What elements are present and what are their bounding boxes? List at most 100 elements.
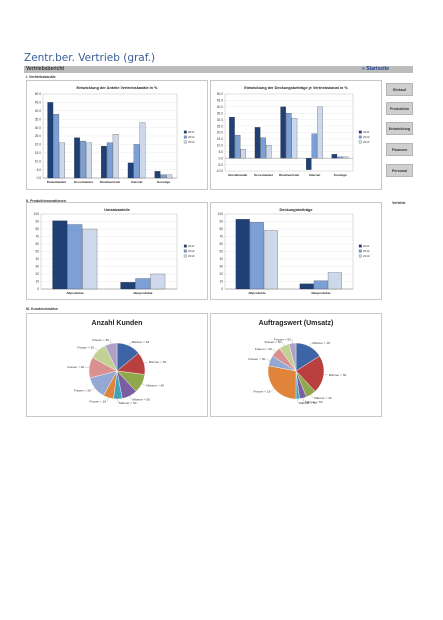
pie-leader-line [266, 359, 271, 361]
legend-label: 2013 [188, 140, 195, 144]
legend-swatch [358, 254, 362, 258]
bar [133, 144, 140, 179]
y-tick-label: 40 [35, 257, 39, 261]
legend-label: 2012 [188, 249, 195, 253]
pie-label: Männer < 50 [305, 400, 323, 404]
bar [160, 174, 167, 179]
pie-leader-line [91, 388, 95, 391]
legend-swatch [183, 140, 187, 144]
legend-swatch [358, 135, 362, 139]
legend-swatch [358, 244, 362, 248]
nav-current-vertrieb: Vertrieb [392, 201, 406, 205]
pie-leader-line [94, 347, 98, 351]
chart-panel-vertriebskanaele: Entwicklung der Anteile Vertriebskanäle … [26, 80, 208, 190]
pie-leader-line [309, 342, 312, 347]
pie-label: Frauen > 50 [92, 338, 109, 342]
y-tick-label: 100 [218, 212, 224, 216]
x-tick-label: Einzelhandel [47, 180, 66, 184]
pie-chart-anzahl-kunden: Anzahl Kunden Männer < 18 Männer < 30 Männe… [67, 320, 167, 405]
bar [263, 230, 278, 290]
pie-label: Frauen > 50 [274, 337, 291, 341]
y-tick-label: 30 [35, 265, 39, 269]
nav-button-einkauf[interactable]: Einkauf [386, 83, 413, 96]
bar [235, 219, 250, 290]
pie-label: Frauen < 30 [74, 389, 91, 393]
chart-panel-produkt-deckungsbeitraege: Deckungsbeiträge 100 90 80 70 60 50 40 30 20 10 0 Al… [210, 202, 382, 300]
x-tick-label: Altprodukte [248, 291, 266, 295]
pie-chart-auftragswert: Auftragswert (Umsatz) Männer < 18 Männer <… [248, 320, 346, 405]
y-tick-label: 45.0 [217, 99, 223, 103]
pie-label: Frauen < 50 [265, 340, 282, 344]
y-tick-label: 90 [219, 220, 223, 224]
y-tick-label: 0 [221, 287, 223, 291]
bar-chart-vertriebskanaele: Entwicklung der Anteile Vertriebskanäle … [35, 86, 195, 184]
y-tick-label: 35.0 [217, 111, 223, 115]
bar [313, 280, 328, 290]
pie-leader-line [141, 383, 146, 386]
y-tick-label: 80 [219, 227, 223, 231]
legend-label: 2012 [363, 249, 370, 253]
bar [135, 278, 151, 290]
section-title-vertriebskanaele: I. Vertriebskanäle [26, 75, 56, 79]
bar [86, 142, 92, 179]
y-tick-label: -10.0 [216, 169, 223, 173]
y-tick-label: 80 [35, 227, 39, 231]
y-tick-label: 20 [219, 272, 223, 276]
bar [342, 156, 349, 159]
y-tick-label: 15.0 [35, 151, 41, 155]
bar [280, 106, 286, 159]
pie-slice [295, 355, 325, 392]
x-tick-label: Altprodukte [66, 291, 84, 295]
bar [306, 158, 312, 170]
bar [150, 273, 166, 290]
legend-label: 2012 [188, 135, 195, 139]
pie-leader-line [302, 398, 305, 403]
x-tick-label: Internet [131, 180, 142, 184]
y-tick-label: 100 [34, 212, 40, 216]
legend-swatch [183, 249, 187, 253]
y-tick-label: 20.0 [35, 143, 41, 147]
nav-button-finanzen[interactable]: Finanzen [386, 143, 413, 156]
legend-label: 2012 [363, 135, 370, 139]
bar [82, 228, 98, 290]
y-tick-label: 20 [35, 272, 39, 276]
bar [101, 145, 107, 179]
legend-label: 2013 [188, 254, 195, 258]
legend-label: 2011 [363, 244, 370, 248]
legend-swatch [183, 135, 187, 139]
legend-label: 2011 [363, 130, 370, 134]
y-tick-label: 40.0 [35, 109, 41, 113]
bar [234, 134, 241, 159]
bar [59, 142, 65, 179]
nav-button-personal[interactable]: Personal [386, 164, 413, 177]
nav-button-entwicklung[interactable]: Entwicklung [386, 122, 413, 135]
page-title: Zentr.ber. Vertrieb (graf.) [24, 52, 156, 64]
section-title-produktinnovationen: II. Produktinnovationen [26, 199, 66, 203]
nav-button-produktion[interactable]: Produktion [386, 102, 413, 115]
bar [53, 114, 60, 179]
x-tick-label: Einzelhandel [228, 173, 247, 177]
y-tick-label: 70 [219, 235, 223, 239]
y-tick-label: 10 [35, 280, 39, 284]
startseite-link[interactable]: » Startseite [362, 66, 389, 72]
x-tick-label: Sonstige [334, 173, 347, 177]
chart-panel-deckungsbeitraege: Entwicklung der Deckungsbeiträge je Vert… [210, 80, 382, 190]
y-tick-label: 0.0 [37, 176, 42, 180]
bar [299, 283, 314, 290]
chart-panel-anzahl-kunden: Anzahl Kunden Männer < 18 Männer < 30 Männe… [26, 313, 208, 417]
pie-leader-line [310, 394, 314, 399]
bar [286, 113, 292, 159]
legend-label: 2011 [188, 244, 195, 248]
pie-label: Männer > 50 [299, 401, 317, 405]
bar [327, 272, 342, 290]
y-tick-label: 50.0 [35, 92, 41, 96]
pie-label: Frauen < 40 [67, 365, 84, 369]
bar-chart-umsatzanteile: Umsatzanteile1009080706050403020100Altpr… [34, 208, 195, 295]
pie-leader-line [323, 374, 328, 376]
y-tick-label: 5.0 [219, 150, 224, 154]
x-tick-label: Grosshandel [254, 173, 273, 177]
pie-leader-line [143, 361, 148, 364]
chart-title: Auftragswert (Umsatz) [259, 320, 334, 327]
pie-label: Männer < 30 [149, 360, 167, 364]
y-tick-label: 20.0 [217, 131, 223, 135]
